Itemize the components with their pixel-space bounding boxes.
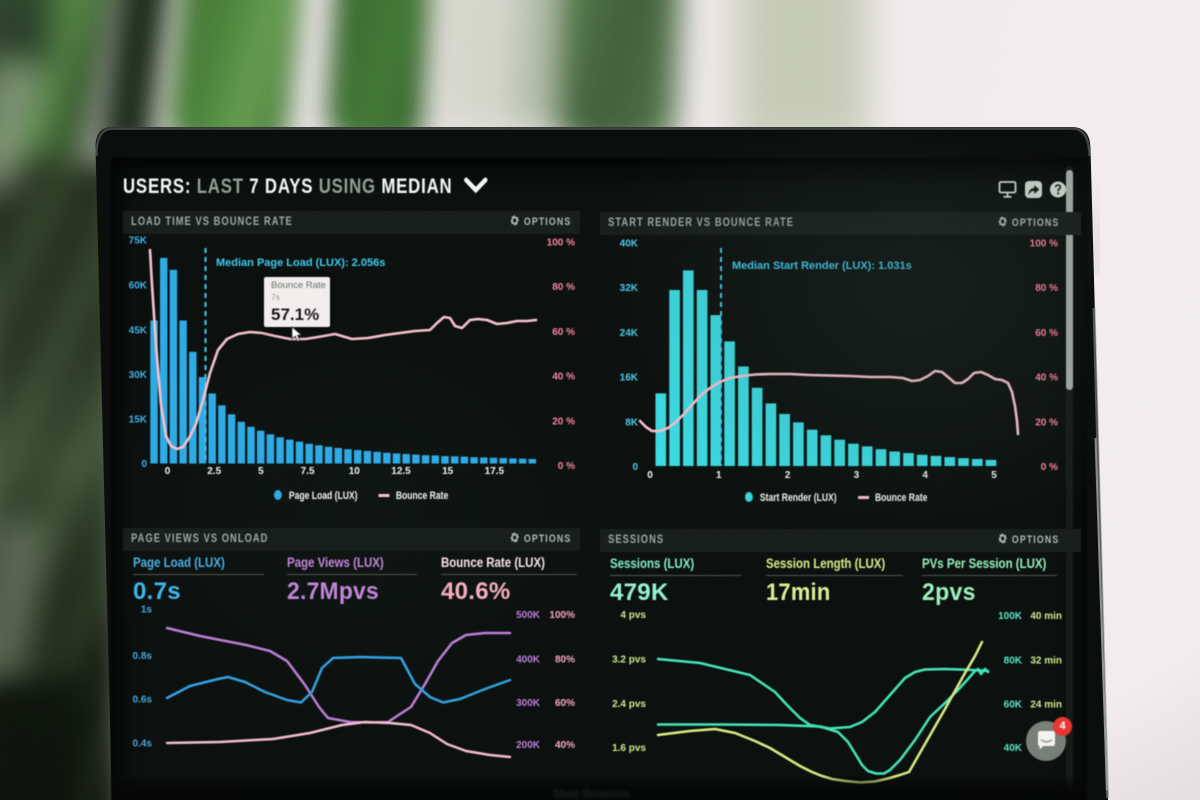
svg-text:7.5: 7.5 (301, 466, 315, 477)
svg-text:100K: 100K (998, 611, 1023, 622)
svg-text:75K: 75K (129, 236, 148, 247)
svg-text:15: 15 (442, 466, 454, 477)
svg-text:0: 0 (141, 459, 147, 470)
svg-text:4 pvs: 4 pvs (620, 610, 646, 621)
svg-text:40%: 40% (555, 740, 575, 751)
svg-text:Median Page Load (LUX): 2.056s: Median Page Load (LUX): 2.056s (216, 257, 385, 269)
svg-text:60K: 60K (1004, 699, 1023, 710)
svg-text:15K: 15K (129, 415, 148, 426)
svg-text:30K: 30K (129, 370, 148, 381)
svg-text:300K: 300K (516, 698, 541, 709)
svg-text:60K: 60K (129, 281, 148, 292)
svg-text:0: 0 (165, 466, 171, 477)
svg-text:2.4 pvs: 2.4 pvs (612, 699, 646, 710)
svg-text:3.2 pvs: 3.2 pvs (612, 655, 646, 666)
svg-text:2.5: 2.5 (207, 466, 221, 477)
svg-text:400K: 400K (516, 655, 541, 666)
svg-text:1.6 pvs: 1.6 pvs (612, 743, 646, 754)
svg-text:12.5: 12.5 (391, 466, 411, 477)
svg-text:45K: 45K (129, 326, 148, 337)
svg-text:500K: 500K (516, 610, 541, 621)
svg-text:0.4s: 0.4s (133, 738, 153, 749)
svg-text:80K: 80K (1004, 655, 1023, 666)
svg-text:5: 5 (258, 466, 264, 477)
svg-text:40K: 40K (1004, 743, 1023, 754)
svg-text:32 min: 32 min (1030, 655, 1062, 666)
svg-text:80%: 80% (555, 655, 575, 666)
svg-text:24 min: 24 min (1030, 699, 1062, 710)
svg-text:200K: 200K (516, 740, 541, 751)
svg-text:10: 10 (349, 466, 361, 477)
svg-text:100%: 100% (549, 610, 575, 621)
svg-text:1s: 1s (141, 605, 153, 616)
svg-text:0.6s: 0.6s (133, 694, 153, 705)
svg-text:40 min: 40 min (1030, 611, 1062, 622)
svg-text:60%: 60% (555, 698, 575, 709)
svg-text:17.5: 17.5 (485, 466, 505, 477)
svg-text:0.8s: 0.8s (133, 651, 153, 662)
